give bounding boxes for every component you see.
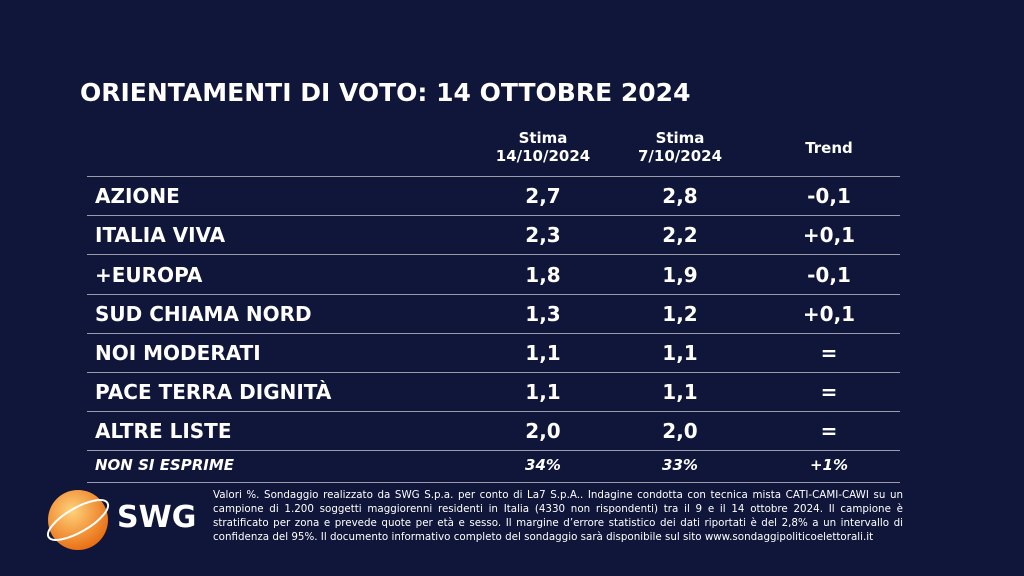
rule [87,372,900,373]
cell-value: 1,1 [525,380,561,404]
rule [87,411,900,412]
cell-value: 1,1 [662,380,698,404]
rule [87,450,900,451]
column-header: 14/10/2024 [495,147,591,165]
cell-value: = [820,419,838,443]
cell-value: +0,1 [802,302,856,326]
rule [87,254,900,255]
cell-value: 2,3 [525,223,561,247]
cell-value: = [820,341,838,365]
cell-value: = [820,380,838,404]
footer-value: 34% [525,456,561,474]
title: ORIENTAMENTI DI VOTO: 14 OTTOBRE 2024 [80,78,691,107]
cell-value: 2,7 [525,184,561,208]
party-name: NOI MODERATI [95,341,261,365]
cell-value: +0,1 [802,223,856,247]
party-name: SUD CHIAMA NORD [95,302,312,326]
rule [87,482,900,483]
party-name: PACE TERRA DIGNITÀ [95,380,332,404]
party-name: +EUROPA [95,263,203,287]
cell-value: 1,3 [525,302,561,326]
cell-value: 1,1 [662,341,698,365]
cell-value: 2,0 [662,419,698,443]
party-name: AZIONE [95,184,180,208]
column-header: Trend [805,139,853,157]
cell-value: 1,1 [525,341,561,365]
note: Valori %. Sondaggio realizzato da SWG S.… [213,489,903,543]
cell-value: -0,1 [807,263,851,287]
cell-value: -0,1 [807,184,851,208]
cell-value: 1,8 [525,263,561,287]
logo-sphere [46,490,110,550]
cell-value: 2,8 [662,184,698,208]
cell-value: 2,0 [525,419,561,443]
footer-label: NON SI ESPRIME [95,456,235,474]
rule [87,215,900,216]
party-name: ITALIA VIVA [95,223,226,247]
rule [87,176,900,177]
column-header: Stima [655,129,705,147]
rule [87,294,900,295]
rule [87,333,900,334]
party-name: ALTRE LISTE [95,419,232,443]
cell-value: 1,9 [662,263,698,287]
column-header: Stima [518,129,568,147]
logo: SWG [117,500,197,535]
footer-value: +1% [809,456,849,474]
footer-value: 33% [662,456,698,474]
cell-value: 1,2 [662,302,698,326]
cell-value: 2,2 [662,223,698,247]
column-header: 7/10/2024 [637,147,723,165]
